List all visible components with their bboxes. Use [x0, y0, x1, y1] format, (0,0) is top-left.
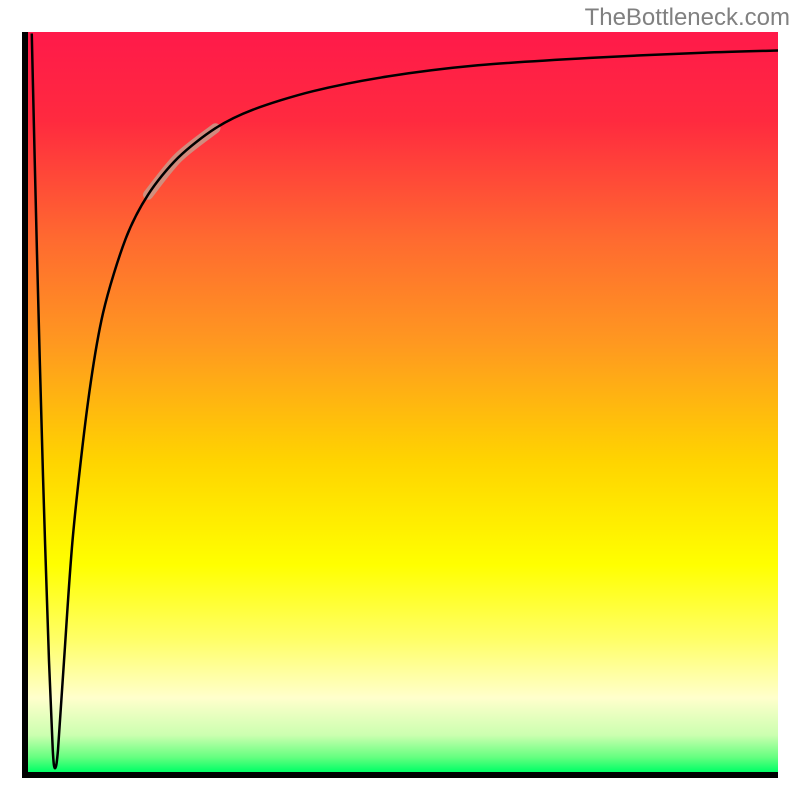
axes-frame — [22, 32, 778, 778]
watermark-text: TheBottleneck.com — [585, 4, 790, 32]
chart-container: TheBottleneck.com — [0, 0, 800, 800]
